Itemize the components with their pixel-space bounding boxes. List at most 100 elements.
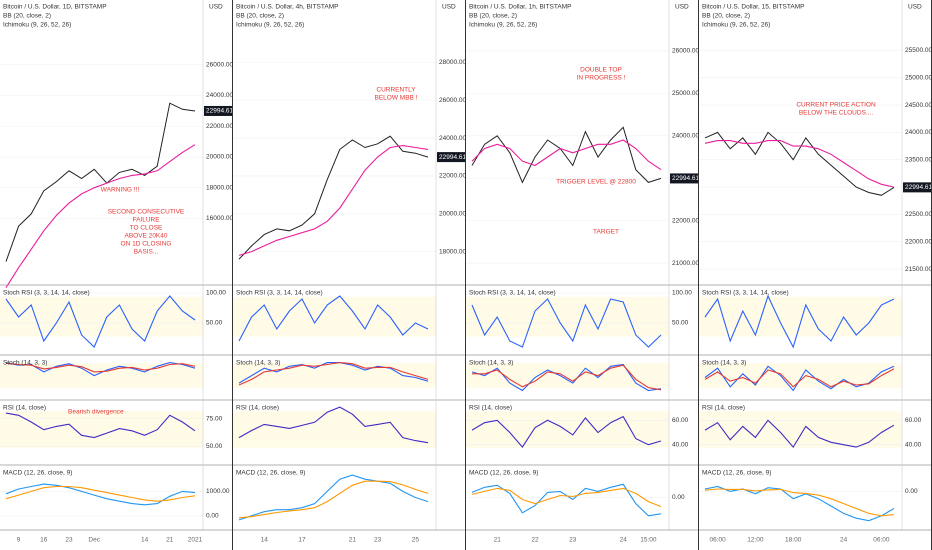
axis-unit: USD bbox=[908, 4, 922, 11]
y-tick-label: 22500.00 bbox=[905, 211, 932, 218]
indicator-label: Ichimoku (9, 26, 52, 26) bbox=[469, 22, 537, 29]
pane-title: RSI (14, close) bbox=[236, 405, 279, 412]
y-tick-label: 24000.00 bbox=[439, 135, 466, 142]
y-tick-label: 28000.00 bbox=[439, 59, 466, 66]
series-line bbox=[238, 295, 429, 342]
series-line bbox=[471, 139, 662, 171]
series-line bbox=[5, 483, 196, 506]
series-line bbox=[471, 298, 662, 348]
indicator-label: Ichimoku (9, 26, 52, 26) bbox=[702, 22, 770, 29]
series-line bbox=[704, 140, 895, 188]
series-line bbox=[5, 362, 196, 373]
series-line bbox=[238, 362, 429, 386]
y-tick-label: 20000.00 bbox=[206, 154, 233, 161]
series-line bbox=[472, 364, 662, 391]
chart-title: Bitcoin / U.S. Dollar, 4h, BITSTAMP bbox=[236, 4, 338, 11]
annotation: FAILURE bbox=[132, 217, 160, 224]
y-tick-label: 26000.00 bbox=[672, 48, 699, 55]
x-tick-label: 25 bbox=[412, 537, 420, 544]
y-tick-label: 60.00 bbox=[672, 417, 689, 424]
annotation: Bearish divergence bbox=[68, 409, 124, 416]
pane-title: Stoch RSI (3, 3, 14, 14, close) bbox=[3, 290, 90, 297]
annotation: IN PROGRESS ! bbox=[577, 75, 626, 82]
x-tick-label: 23 bbox=[65, 537, 73, 544]
y-tick-label: 0.00 bbox=[672, 494, 685, 501]
annotation: BELOW MBB ! bbox=[375, 95, 418, 102]
pane-title: Stoch (14, 3, 3) bbox=[3, 360, 47, 367]
y-tick-label: 26000.00 bbox=[439, 97, 466, 104]
series-line bbox=[5, 412, 196, 439]
pane-band bbox=[699, 411, 902, 448]
x-tick-label: 06:00 bbox=[873, 537, 890, 544]
series-line bbox=[704, 294, 895, 349]
x-tick-label: 23 bbox=[374, 537, 382, 544]
y-tick-label: 50.00 bbox=[206, 320, 223, 327]
x-tick-label: 14 bbox=[141, 537, 149, 544]
y-tick-label: 1000.00 bbox=[206, 488, 230, 495]
x-tick-label: 14 bbox=[261, 537, 269, 544]
annotation: SECOND CONSECUTIVE bbox=[108, 209, 185, 216]
x-tick-label: 06:00 bbox=[709, 537, 726, 544]
pane-band bbox=[233, 296, 436, 337]
y-tick-label: 50.00 bbox=[206, 443, 223, 450]
x-tick-label: 18:00 bbox=[785, 537, 802, 544]
annotation: WARNING !!! bbox=[101, 187, 140, 194]
y-tick-label: 0.00 bbox=[206, 513, 219, 520]
annotation: TO CLOSE bbox=[130, 225, 163, 232]
y-tick-label: 100.00 bbox=[206, 290, 226, 297]
series-line bbox=[5, 362, 196, 377]
annotation: ABOVE 20K40 bbox=[125, 233, 168, 240]
indicator-label: Ichimoku (9, 26, 52, 26) bbox=[236, 22, 304, 29]
annotation: CURRENT PRICE ACTION bbox=[796, 102, 876, 109]
x-tick-label: 24 bbox=[840, 537, 848, 544]
series-line bbox=[704, 419, 895, 449]
panel-background bbox=[466, 0, 698, 550]
pane-band bbox=[466, 411, 669, 448]
series-line bbox=[471, 487, 662, 508]
series-line bbox=[238, 406, 429, 444]
pane-title: MACD (12, 26, close, 9) bbox=[469, 470, 538, 477]
pane-title: Stoch RSI (3, 3, 14, 14, close) bbox=[469, 290, 556, 297]
pane-title: RSI (14, close) bbox=[469, 405, 512, 412]
y-tick-label: 60.00 bbox=[905, 417, 922, 424]
series-line bbox=[471, 363, 662, 392]
y-tick-label: 25500.00 bbox=[905, 47, 932, 54]
series-line bbox=[704, 488, 895, 517]
y-tick-label: 24000.00 bbox=[905, 129, 932, 136]
pane-band bbox=[233, 411, 436, 448]
y-tick-label: 22000.00 bbox=[672, 217, 699, 224]
pane-title: MACD (12, 26, close, 9) bbox=[702, 470, 771, 477]
x-tick-label: 12:00 bbox=[747, 537, 764, 544]
indicator-label: Ichimoku (9, 26, 52, 26) bbox=[3, 22, 71, 29]
annotation: CURRENTLY bbox=[376, 87, 416, 94]
axis-unit: USD bbox=[209, 4, 223, 11]
y-tick-label: 24000.00 bbox=[672, 133, 699, 140]
price-tag bbox=[670, 173, 698, 184]
series-line bbox=[5, 295, 196, 348]
x-tick-label: 9 bbox=[17, 537, 21, 544]
annotation: BELOW THE CLOUDS.... bbox=[799, 110, 873, 117]
y-tick-label: 25000.00 bbox=[672, 90, 699, 97]
series-line bbox=[238, 480, 429, 519]
series-line bbox=[471, 415, 662, 449]
y-tick-label: 0.00 bbox=[905, 488, 918, 495]
indicator-label: BB (20, close, 2) bbox=[3, 13, 51, 20]
last-price-label: 22994.61 bbox=[439, 154, 466, 161]
y-tick-label: 50.00 bbox=[672, 320, 689, 327]
pane-band bbox=[0, 363, 203, 388]
y-tick-label: 22000.00 bbox=[439, 173, 466, 180]
y-tick-label: 23500.00 bbox=[905, 156, 932, 163]
pane-band bbox=[233, 363, 436, 388]
panel-background bbox=[233, 0, 465, 550]
series-line bbox=[5, 102, 196, 262]
x-tick-label: 23 bbox=[569, 537, 577, 544]
last-price-label: 22994.61 bbox=[672, 175, 699, 182]
annotation: ON 1D CLOSING bbox=[121, 241, 172, 248]
pane-title: Stoch (14, 3, 3) bbox=[236, 360, 280, 367]
series-line bbox=[704, 131, 895, 196]
x-tick-label: 21 bbox=[494, 537, 502, 544]
pane-title: MACD (12, 26, close, 9) bbox=[236, 470, 305, 477]
y-tick-label: 100.00 bbox=[672, 290, 692, 297]
annotation: TARGET bbox=[593, 229, 619, 236]
x-tick-label: 24 bbox=[620, 537, 628, 544]
